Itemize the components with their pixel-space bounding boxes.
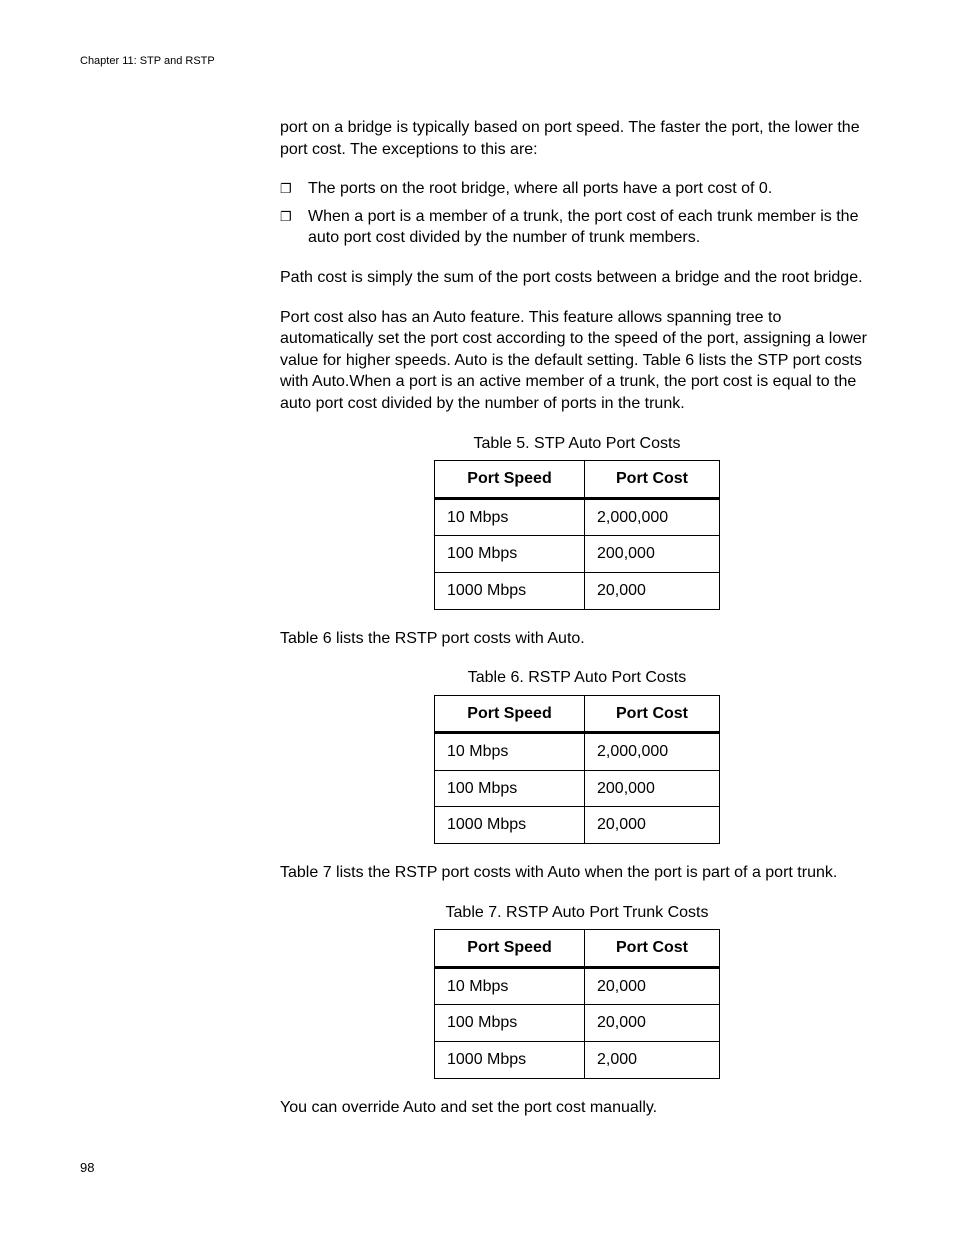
list-item-text: When a port is a member of a trunk, the …: [308, 208, 858, 247]
cell-port-speed: 1000 Mbps: [435, 572, 585, 609]
col-header-port-speed: Port Speed: [435, 461, 585, 499]
cell-port-cost: 20,000: [585, 572, 720, 609]
cell-port-speed: 1000 Mbps: [435, 1042, 585, 1079]
list-item-text: The ports on the root bridge, where all …: [308, 180, 772, 197]
cell-port-speed: 10 Mbps: [435, 967, 585, 1005]
table7-rstp-auto-port-trunk-costs: Port Speed Port Cost 10 Mbps 20,000 100 …: [434, 929, 720, 1078]
cell-port-cost: 200,000: [585, 536, 720, 573]
col-header-port-cost: Port Cost: [585, 930, 720, 968]
cell-port-cost: 20,000: [585, 967, 720, 1005]
cell-port-speed: 100 Mbps: [435, 1005, 585, 1042]
table6-caption: Table 6. RSTP Auto Port Costs: [280, 667, 874, 689]
list-item: ❐ The ports on the root bridge, where al…: [280, 178, 874, 200]
table-header-row: Port Speed Port Cost: [435, 930, 720, 968]
body-column: port on a bridge is typically based on p…: [280, 117, 874, 1118]
running-head: Chapter 11: STP and RSTP: [80, 55, 874, 67]
table-row: 1000 Mbps 20,000: [435, 572, 720, 609]
col-header-port-speed: Port Speed: [435, 930, 585, 968]
cell-port-speed: 100 Mbps: [435, 536, 585, 573]
cell-port-cost: 2,000,000: [585, 733, 720, 771]
cell-port-cost: 20,000: [585, 807, 720, 844]
table6-rstp-auto-port-costs: Port Speed Port Cost 10 Mbps 2,000,000 1…: [434, 695, 720, 844]
cell-port-cost: 2,000: [585, 1042, 720, 1079]
table-row: 10 Mbps 20,000: [435, 967, 720, 1005]
cell-port-cost: 2,000,000: [585, 498, 720, 536]
cell-port-cost: 20,000: [585, 1005, 720, 1042]
table5-stp-auto-port-costs: Port Speed Port Cost 10 Mbps 2,000,000 1…: [434, 460, 720, 609]
table5-caption: Table 5. STP Auto Port Costs: [280, 433, 874, 455]
exceptions-list: ❐ The ports on the root bridge, where al…: [280, 178, 874, 249]
paragraph-intro: port on a bridge is typically based on p…: [280, 117, 874, 160]
table-row: 100 Mbps 200,000: [435, 536, 720, 573]
cell-port-speed: 10 Mbps: [435, 733, 585, 771]
table-row: 100 Mbps 20,000: [435, 1005, 720, 1042]
col-header-port-cost: Port Cost: [585, 695, 720, 733]
paragraph-t6-intro: Table 6 lists the RSTP port costs with A…: [280, 628, 874, 650]
col-header-port-cost: Port Cost: [585, 461, 720, 499]
page-number: 98: [80, 1160, 94, 1175]
paragraph-pathcost: Path cost is simply the sum of the port …: [280, 267, 874, 289]
cell-port-speed: 10 Mbps: [435, 498, 585, 536]
table-row: 10 Mbps 2,000,000: [435, 498, 720, 536]
table7-caption: Table 7. RSTP Auto Port Trunk Costs: [280, 902, 874, 924]
table-row: 1000 Mbps 2,000: [435, 1042, 720, 1079]
cell-port-cost: 200,000: [585, 770, 720, 807]
paragraph-override: You can override Auto and set the port c…: [280, 1097, 874, 1119]
cell-port-speed: 100 Mbps: [435, 770, 585, 807]
table-row: 10 Mbps 2,000,000: [435, 733, 720, 771]
table-header-row: Port Speed Port Cost: [435, 461, 720, 499]
paragraph-auto: Port cost also has an Auto feature. This…: [280, 307, 874, 415]
bullet-icon: ❐: [280, 180, 292, 198]
table-row: 1000 Mbps 20,000: [435, 807, 720, 844]
page: Chapter 11: STP and RSTP port on a bridg…: [0, 0, 954, 1235]
list-item: ❐ When a port is a member of a trunk, th…: [280, 206, 874, 249]
table-header-row: Port Speed Port Cost: [435, 695, 720, 733]
cell-port-speed: 1000 Mbps: [435, 807, 585, 844]
paragraph-t7-intro: Table 7 lists the RSTP port costs with A…: [280, 862, 874, 884]
table-row: 100 Mbps 200,000: [435, 770, 720, 807]
col-header-port-speed: Port Speed: [435, 695, 585, 733]
bullet-icon: ❐: [280, 208, 292, 226]
